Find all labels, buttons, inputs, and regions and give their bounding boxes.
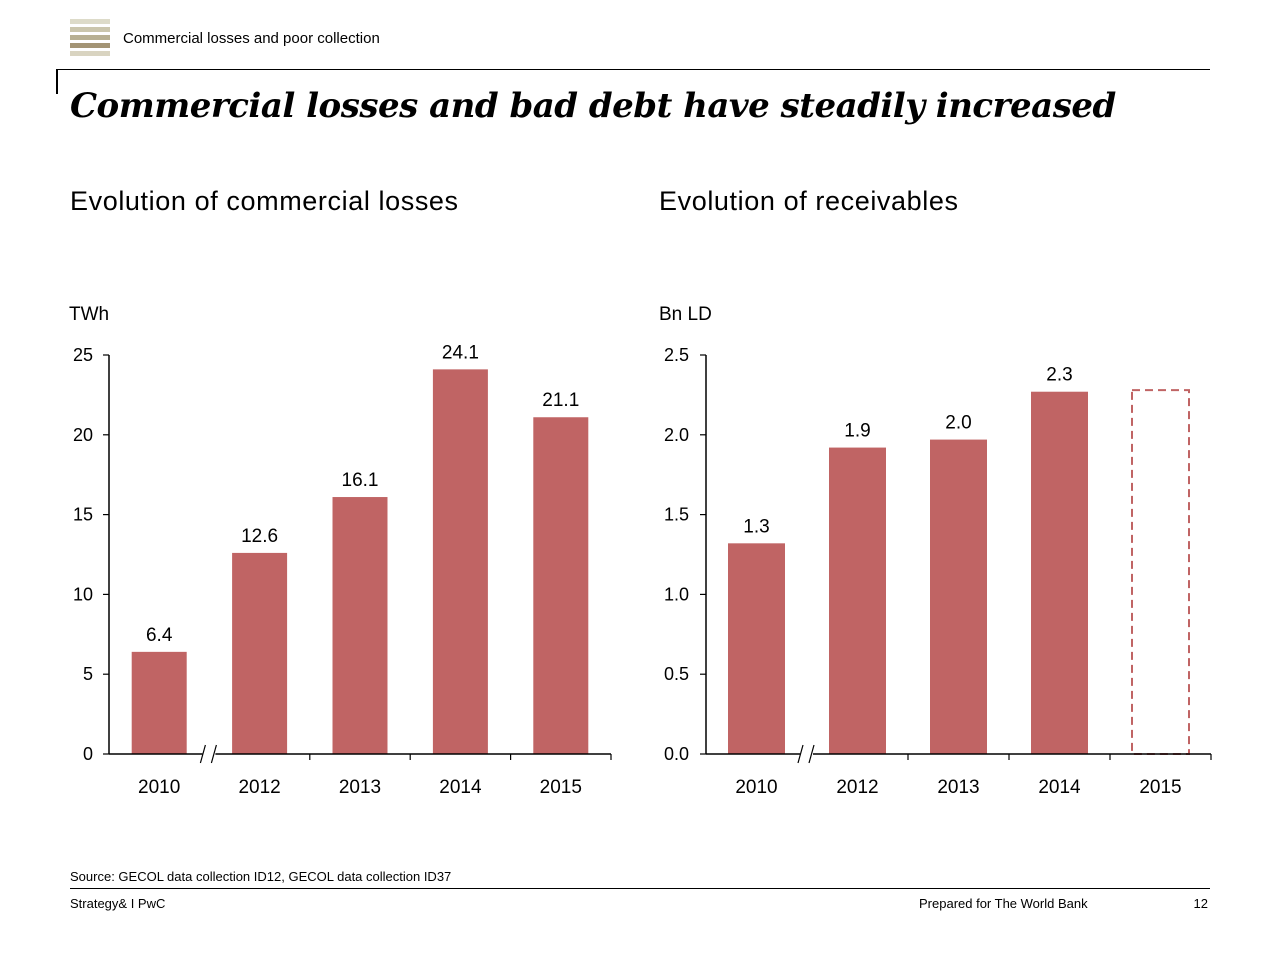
x-tick-label: 2012 (836, 777, 878, 798)
top-divider (56, 69, 1210, 70)
bar (930, 439, 987, 754)
y-tick-label: 2.0 (664, 425, 689, 445)
logo-stripe-5 (70, 51, 110, 56)
axis-break-mark (210, 744, 217, 764)
x-tick-label: 2010 (138, 777, 180, 798)
x-tick-label: 2012 (238, 777, 280, 798)
y-tick-label: 20 (73, 425, 93, 445)
data-label: 21.1 (542, 390, 579, 411)
data-label: 2.0 (945, 413, 971, 434)
section-label: Commercial losses and poor collection (123, 30, 380, 47)
y-tick-label: 0.0 (664, 744, 689, 764)
y-axis-unit-label: TWh (69, 304, 109, 325)
axis-break-mark (808, 744, 815, 764)
logo-stripe-2 (70, 27, 110, 32)
y-tick-label: 0 (83, 744, 93, 764)
chart-title-receivables: Evolution of receivables (659, 186, 959, 216)
y-tick-label: 25 (73, 345, 93, 365)
corner-mark (56, 69, 58, 94)
y-tick-label: 15 (73, 505, 93, 525)
x-tick-label: 2015 (1139, 777, 1181, 798)
y-tick-label: 1.5 (664, 505, 689, 525)
chart-title-losses: Evolution of commercial losses (70, 186, 459, 216)
axis-break-mark (199, 744, 206, 764)
page-title: Commercial losses and bad debt have stea… (70, 86, 1116, 126)
logo-stripe-1 (70, 19, 110, 24)
bar (131, 651, 187, 754)
data-label: 2.3 (1046, 365, 1072, 386)
x-tick-label: 2014 (439, 777, 482, 798)
y-tick-label: 2.5 (664, 345, 689, 365)
logo-stripe-3 (70, 35, 110, 40)
y-tick-label: 5 (83, 664, 93, 684)
logo-stripe-4 (70, 43, 110, 48)
data-label: 12.6 (241, 526, 278, 547)
x-tick-label: 2010 (735, 777, 777, 798)
footer-prepared-for: Prepared for The World Bank (919, 896, 1088, 911)
losses-chart: TWh 0 5 10 15 20 25 6.4 2010 12.6 2012 16.1 2013 24.1… (69, 304, 612, 798)
footer-brand: Strategy& I PwC (70, 896, 166, 911)
page-number: 12 (1193, 896, 1208, 911)
x-tick-label: 2013 (937, 777, 979, 798)
logo (70, 19, 110, 59)
bar (1031, 391, 1088, 754)
axis-break-mark (797, 744, 804, 764)
x-tick-label: 2013 (339, 777, 381, 798)
x-tick-label: 2014 (1038, 777, 1081, 798)
bottom-divider (70, 888, 1210, 889)
y-tick-label: 1.0 (664, 584, 689, 604)
bar (232, 552, 288, 754)
y-tick-label: 10 (73, 584, 93, 604)
data-label: 24.1 (442, 342, 479, 363)
y-tick-label: 0.5 (664, 664, 689, 684)
bar (829, 447, 886, 754)
bar (728, 543, 785, 754)
y-axis-unit-label: Bn LD (659, 304, 712, 325)
bar (533, 417, 589, 754)
data-label: 6.4 (146, 625, 173, 646)
bar-estimated (1131, 389, 1190, 755)
data-label: 1.3 (743, 516, 769, 537)
x-tick-label: 2015 (540, 777, 582, 798)
source-note: Source: GECOL data collection ID12, GECO… (70, 869, 452, 884)
data-label: 1.9 (844, 421, 870, 442)
receivables-chart: Bn LD 0.0 0.5 1.0 1.5 2.0 2.5 1.3 2010 1.9 2012 2.0… (659, 304, 1212, 798)
bar (332, 497, 388, 754)
bar (432, 369, 488, 754)
data-label: 16.1 (342, 470, 379, 491)
